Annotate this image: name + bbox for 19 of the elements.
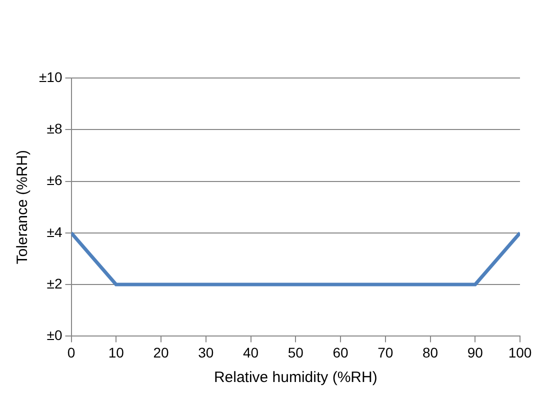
x-tick-label: 100 [508, 344, 532, 360]
x-tick-label: 30 [198, 344, 214, 360]
x-tick-label: 90 [467, 344, 484, 360]
y-tick-label: ±8 [46, 120, 62, 136]
y-axis-title: Tolerance (%RH) [14, 150, 32, 264]
y-tick-label: ±0 [46, 327, 62, 344]
y-tick-label: ±4 [46, 224, 62, 240]
x-axis-title: Relative humidity (%RH) [214, 369, 378, 386]
x-tick-label: 20 [153, 344, 169, 360]
y-tick-label: ±6 [46, 172, 62, 188]
x-tick-label: 40 [242, 344, 259, 360]
x-tick-label: 70 [378, 344, 394, 360]
x-tick-label: 60 [332, 344, 348, 360]
y-tick-label: ±2 [46, 275, 62, 292]
x-tick-label: 0 [67, 344, 76, 360]
x-tick-label: 80 [422, 344, 438, 360]
y-tick-label: ±10 [38, 68, 62, 85]
x-tick-label: 50 [288, 344, 304, 360]
x-tick-label: 10 [108, 344, 124, 360]
